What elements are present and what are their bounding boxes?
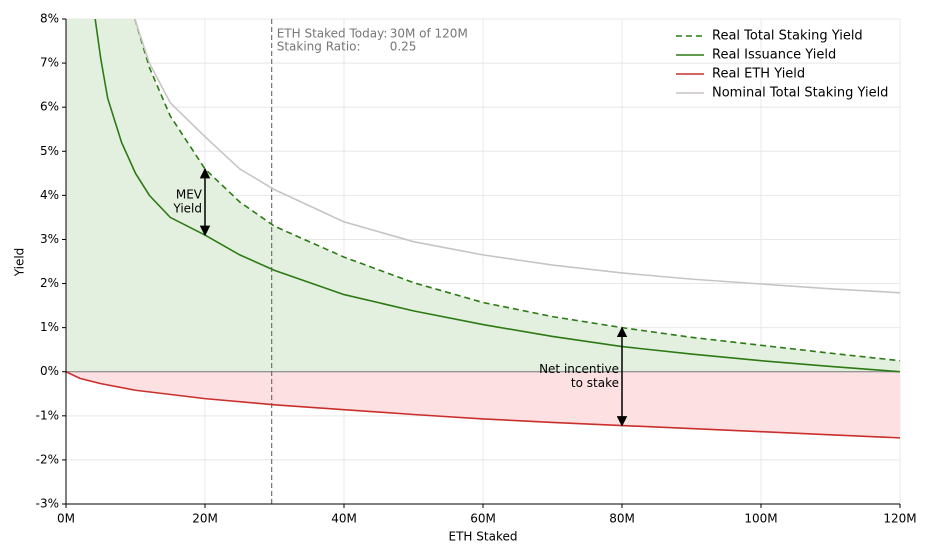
info-label: Staking Ratio: xyxy=(277,40,361,54)
legend-label: Real ETH Yield xyxy=(712,67,805,82)
series-line xyxy=(94,19,900,373)
y-tick-label: 8% xyxy=(40,12,59,26)
y-tick-label: 0% xyxy=(40,364,59,378)
info-label: ETH Staked Today: xyxy=(277,27,388,41)
series-line xyxy=(134,19,900,362)
x-tick-label: 80M xyxy=(609,512,635,526)
y-tick-label: 4% xyxy=(40,188,59,202)
info-value: 30M of 120M xyxy=(390,27,468,41)
y-tick-label: 3% xyxy=(40,232,59,246)
area-fill xyxy=(66,19,900,372)
x-tick-label: 60M xyxy=(470,512,496,526)
legend-label: Nominal Total Staking Yield xyxy=(712,86,888,101)
annotation-text: MEV xyxy=(176,187,203,201)
y-tick-label: -2% xyxy=(36,452,59,466)
y-axis-label: Yield xyxy=(13,248,27,278)
x-axis-label: ETH Staked xyxy=(449,530,518,544)
annotation-text: Yield xyxy=(172,201,202,215)
y-tick-label: -1% xyxy=(36,408,59,422)
plot-area xyxy=(66,19,900,504)
y-tick-label: -3% xyxy=(36,497,59,511)
x-tick-label: 20M xyxy=(192,512,218,526)
y-tick-label: 2% xyxy=(40,276,59,290)
x-tick-label: 40M xyxy=(331,512,357,526)
y-tick-label: 6% xyxy=(40,100,59,114)
x-tick-label: 120M xyxy=(883,512,916,526)
annotation-text: Net incentive xyxy=(539,362,619,376)
x-tick-label: 0M xyxy=(57,512,75,526)
info-value: 0.25 xyxy=(390,40,417,54)
y-tick-label: 1% xyxy=(40,320,59,334)
y-tick-label: 7% xyxy=(40,56,59,70)
series-line xyxy=(134,19,900,294)
x-tick-label: 100M xyxy=(744,512,777,526)
area-fill xyxy=(66,371,900,438)
series-line xyxy=(66,371,900,439)
annotation-text: to stake xyxy=(571,376,619,390)
legend-label: Real Issuance Yield xyxy=(712,48,836,63)
legend-label: Real Total Staking Yield xyxy=(712,29,863,44)
y-tick-label: 5% xyxy=(40,144,59,158)
